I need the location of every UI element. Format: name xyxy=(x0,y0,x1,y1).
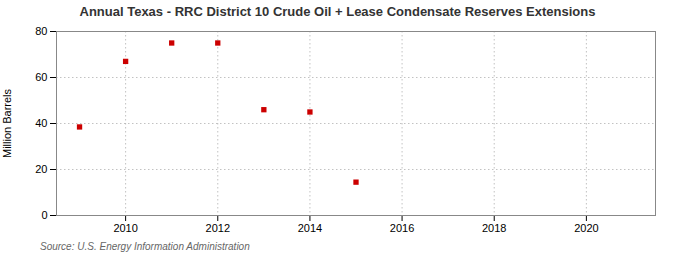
svg-text:Million Barrels: Million Barrels xyxy=(1,88,13,158)
html-text:Source: U.S. Energy Informatio: Source: U.S. Energy Information Administ… xyxy=(40,241,250,252)
svg-text:2010: 2010 xyxy=(113,222,137,234)
html-text:Annual Texas - RRC District 10: Annual Texas - RRC District 10 Crude Oil… xyxy=(79,4,596,19)
svg-text:2020: 2020 xyxy=(574,222,598,234)
svg-text:40: 40 xyxy=(35,117,47,129)
svg-text:80: 80 xyxy=(35,25,47,37)
svg-text:2012: 2012 xyxy=(206,222,230,234)
svg-text:60: 60 xyxy=(35,71,47,83)
svg-text:2018: 2018 xyxy=(482,222,506,234)
svg-text:0: 0 xyxy=(41,209,47,221)
svg-text:2016: 2016 xyxy=(390,222,414,234)
svg-text:20: 20 xyxy=(35,163,47,175)
svg-text:2014: 2014 xyxy=(298,222,322,234)
